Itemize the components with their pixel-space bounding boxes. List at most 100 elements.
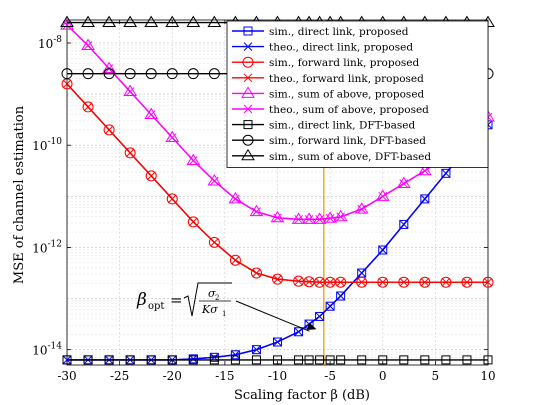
data-point xyxy=(252,207,261,217)
y-axis-label: MSE of channel estimation xyxy=(12,105,27,284)
data-point xyxy=(336,277,346,287)
data-point xyxy=(83,41,93,50)
x-tick-label: 10 xyxy=(480,369,495,383)
data-point xyxy=(315,277,324,287)
data-point xyxy=(207,174,222,186)
data-point xyxy=(186,153,201,166)
data-point xyxy=(231,194,240,204)
annotation-numerator-sub: 2 xyxy=(215,294,219,302)
data-point xyxy=(60,18,74,30)
series-7 xyxy=(62,355,493,365)
data-point xyxy=(228,191,243,204)
data-point xyxy=(81,15,95,28)
legend-entry: sim., forward link, DFT-based xyxy=(232,134,426,147)
data-point xyxy=(208,236,220,248)
data-point xyxy=(125,87,135,96)
data-point xyxy=(167,355,177,365)
data-point xyxy=(146,171,156,181)
data-point xyxy=(417,163,432,176)
annotation-beta: β xyxy=(136,290,147,310)
data-point xyxy=(315,355,325,365)
data-point xyxy=(124,68,136,80)
annotation-denominator-sub: 1 xyxy=(222,310,226,318)
data-point xyxy=(325,277,335,287)
data-point xyxy=(82,68,94,80)
x-axis-label: Scaling factor β (dB) xyxy=(234,388,370,403)
data-point xyxy=(165,130,180,143)
data-point xyxy=(104,355,114,365)
data-point xyxy=(441,168,451,178)
legend-label: sim., forward link, proposed xyxy=(269,57,419,69)
legend-marker xyxy=(242,56,254,68)
data-point xyxy=(62,79,72,89)
data-point xyxy=(145,170,157,182)
annotation-denominator: Kσ xyxy=(201,303,218,316)
x-tick-label: 0 xyxy=(379,369,387,383)
data-point xyxy=(104,125,114,135)
data-point xyxy=(441,168,451,178)
data-point xyxy=(420,277,430,287)
x-tick-label: -15 xyxy=(215,369,234,383)
beta-opt-annotation: β opt = σ 2 Kσ 1 xyxy=(136,282,317,332)
data-point xyxy=(250,267,262,279)
data-point xyxy=(146,355,156,365)
data-point xyxy=(441,355,451,365)
legend-label: sim., forward link, DFT-based xyxy=(269,135,426,147)
data-point xyxy=(378,191,388,201)
data-point xyxy=(312,212,327,224)
annotation-opt: opt xyxy=(148,301,164,312)
data-point xyxy=(420,166,430,176)
data-point xyxy=(399,277,409,287)
data-point xyxy=(336,212,346,222)
legend-entry: sim., direct link, proposed xyxy=(232,26,409,38)
data-point xyxy=(294,327,303,337)
data-point xyxy=(251,345,261,355)
data-point xyxy=(102,61,116,74)
data-point xyxy=(229,254,241,266)
data-point xyxy=(81,38,95,51)
legend-entry: theo., forward link, proposed xyxy=(232,73,424,85)
data-point xyxy=(396,176,411,189)
annotation-equals: = xyxy=(170,291,183,309)
data-point xyxy=(207,15,222,28)
legend-marker xyxy=(243,42,253,51)
data-point xyxy=(378,277,388,287)
data-point xyxy=(483,355,493,365)
data-point xyxy=(357,268,367,278)
legend-label: theo., forward link, proposed xyxy=(269,73,424,85)
data-point xyxy=(441,277,451,287)
data-point xyxy=(144,15,159,28)
data-point xyxy=(378,245,388,255)
data-point xyxy=(187,216,199,228)
data-point xyxy=(83,102,93,112)
data-point xyxy=(209,355,219,365)
data-point xyxy=(357,277,367,287)
x-tick-label: -5 xyxy=(324,369,336,383)
data-point xyxy=(82,101,94,113)
data-point xyxy=(167,194,177,204)
data-point xyxy=(230,355,240,365)
legend-label: sim., direct link, DFT-based xyxy=(269,120,415,132)
annotation-arrow xyxy=(235,300,310,332)
data-point xyxy=(357,204,367,214)
data-point xyxy=(83,355,93,365)
x-tick-label: -20 xyxy=(163,369,182,383)
legend-entry: sim., sum of above, DFT-based xyxy=(232,148,431,163)
data-point xyxy=(462,355,472,365)
data-point xyxy=(125,148,135,158)
data-point xyxy=(375,189,390,201)
y-tick-label: 10-12 xyxy=(32,239,62,255)
data-point xyxy=(273,213,282,223)
x-tick-label: 5 xyxy=(432,369,440,383)
data-point xyxy=(336,355,346,365)
data-point xyxy=(325,301,335,311)
data-point xyxy=(231,255,240,265)
data-point xyxy=(165,15,180,28)
data-point xyxy=(62,355,72,365)
data-point xyxy=(231,350,240,360)
data-point xyxy=(60,15,74,28)
data-point xyxy=(399,220,409,229)
legend-label: theo., direct link, proposed xyxy=(269,42,413,54)
data-point xyxy=(378,355,388,365)
